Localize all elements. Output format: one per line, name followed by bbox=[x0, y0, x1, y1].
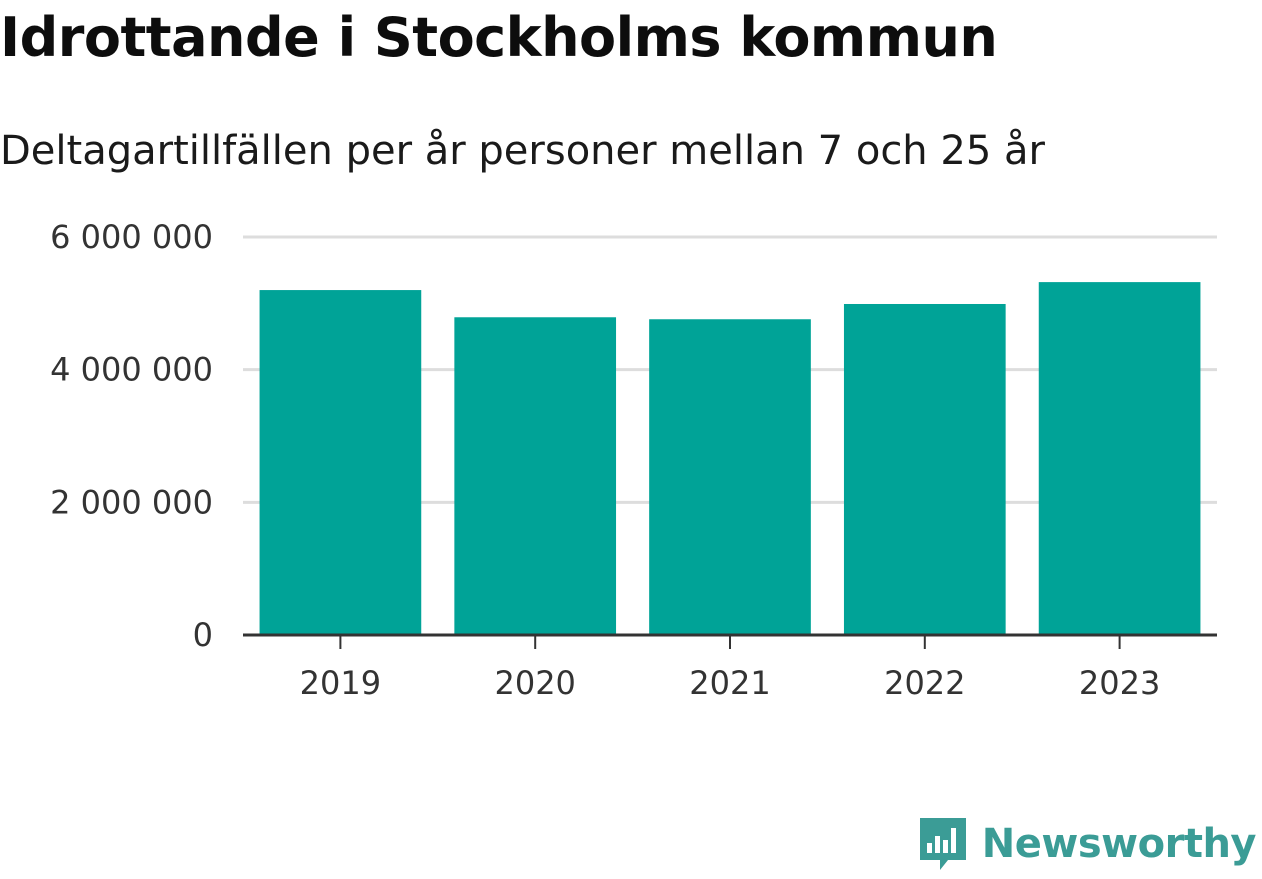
axes: 0 2 000 000 4 000 000 6 000 000 2019 2020 2021… bbox=[50, 218, 1217, 702]
bar bbox=[649, 319, 811, 635]
chart-subtitle: Deltagartillfällen per år personer mella… bbox=[0, 128, 1045, 174]
newsworthy-logo: Newsworthy bbox=[918, 813, 1257, 875]
y-tick-label: 0 bbox=[193, 616, 213, 654]
y-tick-label: 6 000 000 bbox=[50, 218, 213, 256]
bars bbox=[259, 282, 1201, 635]
y-tick-label: 2 000 000 bbox=[50, 483, 213, 521]
chart-title: Idrottande i Stockholms kommun bbox=[0, 6, 998, 69]
x-tick-label: 2020 bbox=[494, 664, 575, 702]
brand-name: Newsworthy bbox=[981, 821, 1257, 867]
bar bbox=[843, 303, 1006, 635]
x-tick-label: 2019 bbox=[300, 664, 381, 702]
bar bbox=[1038, 282, 1201, 635]
x-tick-label: 2022 bbox=[884, 664, 965, 702]
y-tick-label: 4 000 000 bbox=[50, 351, 213, 389]
bar bbox=[259, 290, 422, 635]
bar-chart-speech-bubble-icon bbox=[919, 818, 966, 870]
bar bbox=[454, 317, 617, 635]
x-tick-label: 2023 bbox=[1079, 664, 1160, 702]
x-tick-label: 2021 bbox=[689, 664, 770, 702]
